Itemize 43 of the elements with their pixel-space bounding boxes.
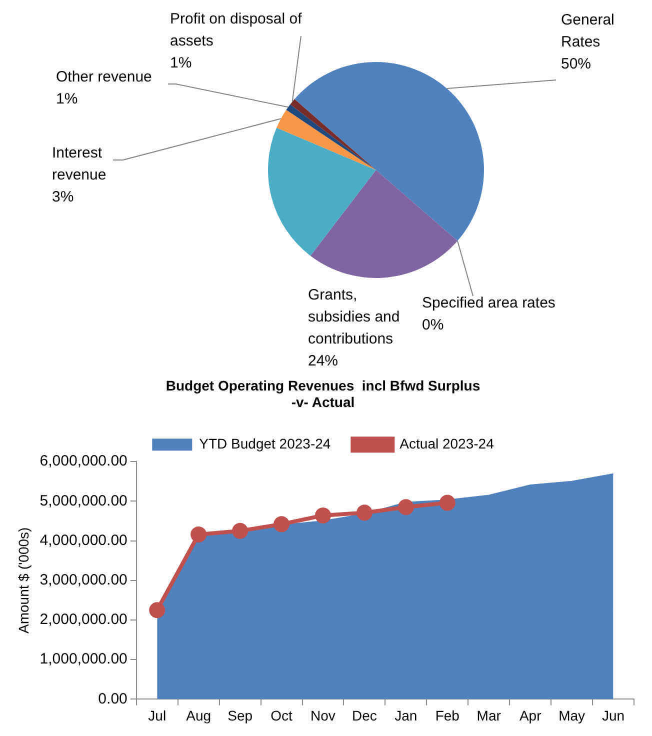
data-label: 1% bbox=[170, 54, 192, 72]
x-tick-label: Apr bbox=[519, 707, 542, 724]
y-tick-label: 3,000,000.00 bbox=[40, 572, 128, 589]
point bbox=[190, 526, 207, 542]
slice-label: Other revenue bbox=[56, 68, 152, 86]
x-tick-label: Nov bbox=[310, 707, 336, 724]
slice-label: Profit on disposal of assets bbox=[170, 10, 303, 50]
legend-label: YTD Budget 2023-24 bbox=[199, 435, 331, 452]
data-label: 1% bbox=[56, 90, 78, 108]
x-tick-label: Aug bbox=[186, 707, 212, 724]
slice-label: Interest revenue bbox=[52, 144, 106, 184]
slice-label: Grants, subsidies and contributions bbox=[308, 286, 400, 348]
chart-title: Budget Operating Revenues incl Bfwd Surplus -v- Actual bbox=[166, 377, 480, 410]
y-tick-label: 6,000,000.00 bbox=[40, 452, 128, 470]
point bbox=[314, 507, 331, 524]
point bbox=[232, 522, 248, 539]
x-tick-label: Sep bbox=[228, 707, 253, 724]
legend-label: Actual 2023-24 bbox=[400, 435, 494, 452]
x-tick-label: Feb bbox=[435, 707, 460, 724]
point bbox=[149, 602, 166, 618]
y-tick-label: 5,000,000.00 bbox=[40, 492, 128, 510]
slice-label: General Rates bbox=[561, 12, 614, 51]
y-tick-label: 1,000,000.00 bbox=[40, 650, 128, 668]
x-tick-label: Mar bbox=[476, 707, 502, 724]
x-tick-label: Jun bbox=[602, 707, 625, 724]
data-label: 3% bbox=[52, 188, 74, 206]
x-tick-label: Dec bbox=[352, 707, 377, 724]
y-tick-label: 4,000,000.00 bbox=[40, 532, 128, 549]
point bbox=[274, 516, 290, 532]
x-tick-label: Jul bbox=[148, 707, 166, 724]
y-tick-label: 2,000,000.00 bbox=[40, 611, 128, 628]
data-label: 50% bbox=[561, 56, 592, 73]
category-label: Specified area rates bbox=[422, 294, 556, 312]
text: 0% bbox=[422, 316, 444, 334]
y-axis-title: Amount $ ('000s) bbox=[15, 527, 32, 634]
point bbox=[398, 499, 414, 516]
x-tick-label: Oct bbox=[270, 707, 293, 724]
data-label: 24% bbox=[308, 352, 338, 370]
point bbox=[439, 494, 456, 511]
y-tick-label: 0.00 bbox=[98, 690, 128, 708]
point bbox=[356, 504, 372, 521]
x-tick-label: May bbox=[558, 707, 586, 724]
x-tick-label: Jan bbox=[394, 707, 418, 724]
